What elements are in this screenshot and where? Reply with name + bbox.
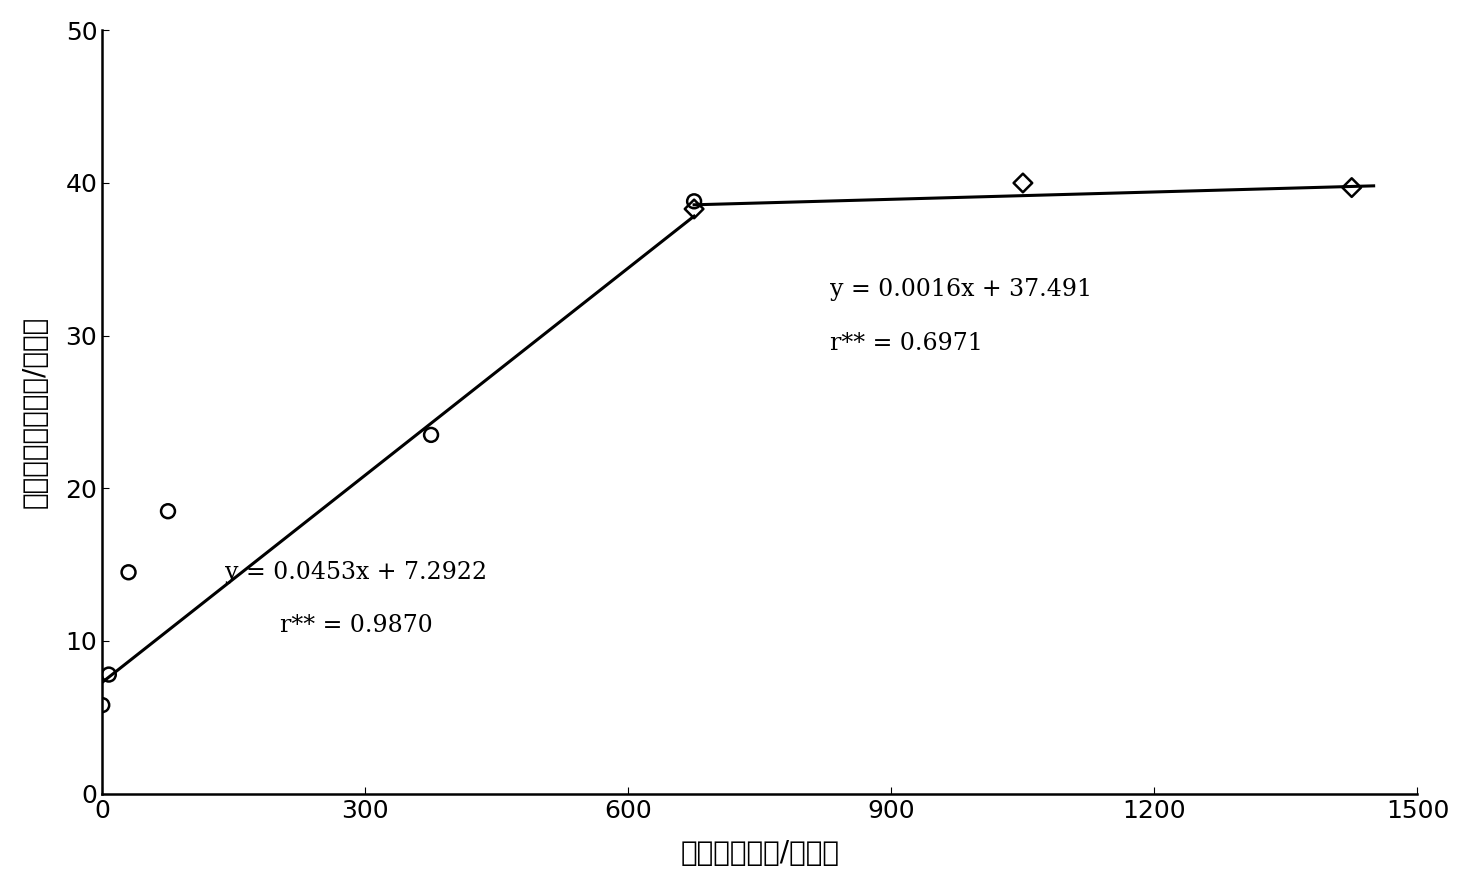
Point: [682, 194, 706, 209]
Point: [156, 504, 179, 519]
Text: y = 0.0016x + 37.491: y = 0.0016x + 37.491: [831, 278, 1092, 301]
Point: [1011, 176, 1035, 190]
Y-axis label: 土壤有效碗（毫克/公斤）: 土壤有效碗（毫克/公斤）: [21, 316, 49, 508]
Point: [1341, 180, 1364, 194]
Point: [682, 202, 706, 216]
Text: y = 0.0453x + 7.2922: y = 0.0453x + 7.2922: [225, 561, 488, 583]
Text: r** = 0.9870: r** = 0.9870: [281, 614, 432, 638]
Text: r** = 0.6971: r** = 0.6971: [831, 332, 983, 355]
Point: [97, 668, 121, 682]
Point: [419, 428, 442, 442]
Point: [116, 565, 140, 579]
X-axis label: 施碗量（公斤/公顼）: 施碗量（公斤/公顼）: [681, 839, 839, 868]
Point: [91, 698, 115, 712]
